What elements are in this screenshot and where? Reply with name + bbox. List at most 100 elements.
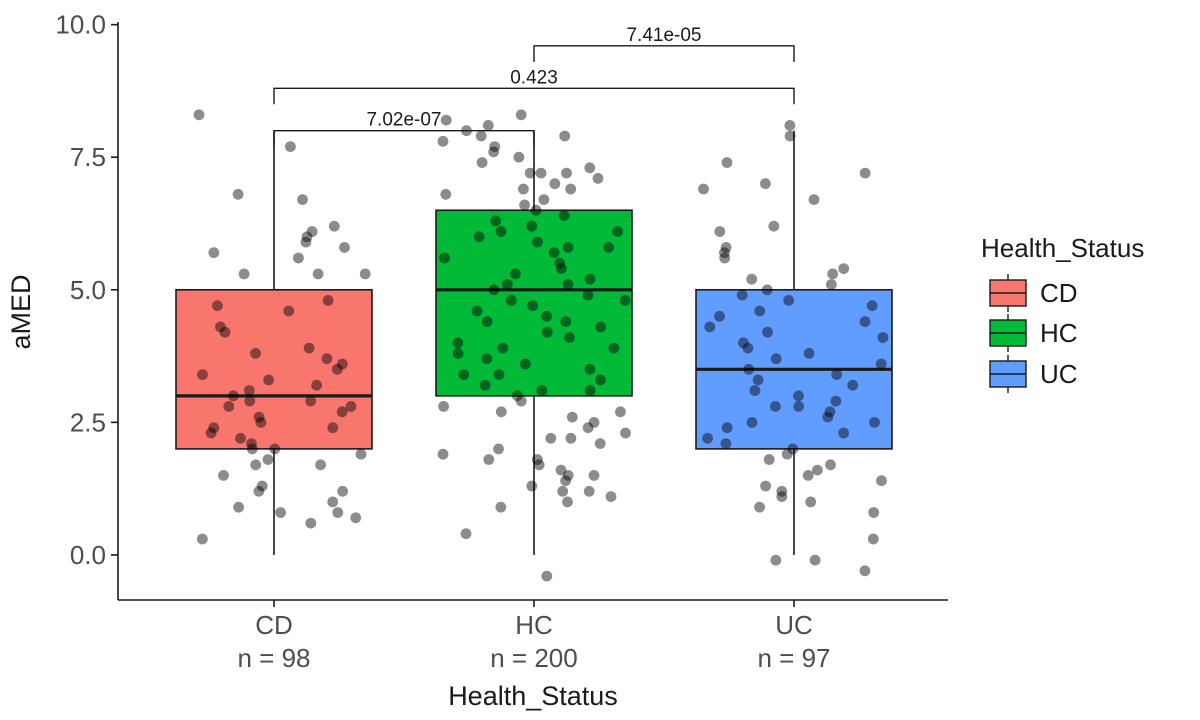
data-point [776, 491, 788, 502]
x-axis-title: Health_Status [448, 681, 618, 711]
data-point [763, 454, 775, 465]
data-point [526, 480, 538, 492]
data-point [490, 215, 502, 227]
data-point [437, 135, 449, 147]
data-point [770, 554, 782, 566]
data-point [235, 432, 246, 444]
data-point [776, 485, 788, 497]
data-point [439, 252, 450, 264]
data-point [452, 348, 464, 359]
comparison-p-value: 7.41e-05 [626, 25, 701, 46]
data-point [223, 401, 235, 412]
data-point [592, 173, 604, 184]
data-point [803, 348, 815, 359]
data-point [594, 438, 606, 449]
data-point [495, 406, 507, 418]
jitter-points [193, 109, 889, 582]
data-point [359, 268, 371, 280]
data-point [228, 390, 239, 402]
comparison-p-value: 0.423 [510, 67, 558, 88]
data-point [328, 220, 340, 232]
data-point [582, 422, 594, 434]
data-point [440, 188, 452, 200]
data-point [562, 496, 573, 508]
data-point [562, 279, 574, 290]
data-point [545, 432, 557, 444]
data-point [760, 178, 771, 190]
data-point [584, 385, 596, 396]
data-point [822, 411, 834, 423]
box-cd [175, 288, 373, 450]
data-point [263, 374, 274, 386]
y-tick-label: 5.0 [70, 275, 106, 305]
y-tick-label: 2.5 [70, 407, 106, 437]
data-point [526, 220, 538, 232]
data-point [541, 310, 553, 322]
data-point [297, 194, 308, 206]
data-point [253, 411, 265, 423]
legend-label: CD [1040, 278, 1078, 308]
data-point [719, 247, 730, 259]
y-tick-label: 7.5 [70, 142, 106, 172]
data-point [761, 284, 773, 296]
data-point [339, 242, 350, 253]
data-point [877, 332, 889, 343]
data-point [736, 289, 748, 301]
data-point [562, 470, 574, 481]
data-point [714, 226, 726, 237]
comparison-bracket [273, 130, 535, 147]
legend-label: HC [1040, 318, 1078, 348]
data-point [458, 369, 470, 380]
data-point [475, 130, 487, 142]
x-count-label: n = 200 [490, 643, 577, 673]
data-point [256, 480, 268, 492]
data-point [488, 284, 500, 296]
data-point [793, 401, 805, 412]
data-point [269, 443, 281, 455]
data-point [824, 406, 836, 418]
data-point [541, 326, 553, 338]
data-point [588, 417, 600, 428]
data-point [437, 448, 449, 460]
data-point [548, 247, 560, 259]
data-point [502, 279, 513, 290]
data-point [768, 220, 780, 232]
data-point [749, 385, 761, 396]
data-point [303, 342, 315, 354]
data-point [262, 454, 274, 465]
comparison-p-value: 7.02e-07 [366, 110, 441, 131]
data-point [481, 316, 493, 327]
data-point [612, 226, 623, 237]
data-point [746, 417, 758, 428]
data-point [473, 231, 485, 243]
data-point [704, 321, 716, 333]
data-point [562, 242, 574, 253]
data-point [702, 432, 713, 444]
data-point [541, 570, 553, 582]
data-point [460, 528, 472, 540]
data-point [738, 337, 749, 349]
data-point [560, 475, 571, 487]
data-point [615, 406, 626, 418]
data-point [250, 459, 262, 471]
data-point [306, 226, 318, 237]
data-point [760, 480, 771, 492]
data-point [554, 257, 566, 269]
data-point [197, 533, 208, 545]
data-point [312, 268, 324, 280]
data-point [809, 554, 821, 566]
significance-brackets: 7.41e-05 0.423 7.02e-07 [273, 25, 795, 147]
data-point [336, 406, 348, 418]
data-point [719, 252, 731, 264]
data-point [337, 485, 349, 497]
data-point [595, 321, 607, 333]
data-point [793, 390, 804, 402]
data-point [481, 353, 493, 365]
data-point [770, 401, 781, 412]
data-point [752, 374, 764, 386]
data-point [619, 295, 631, 306]
data-point [355, 448, 367, 460]
y-tick-label: 10.0 [55, 10, 106, 40]
data-point [505, 295, 517, 306]
